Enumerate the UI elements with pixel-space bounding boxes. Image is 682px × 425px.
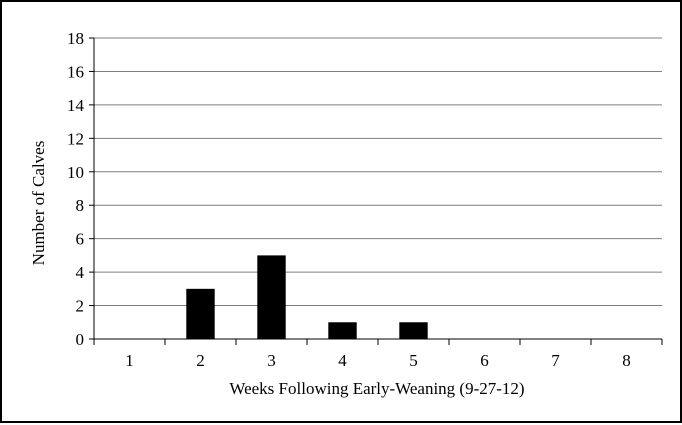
y-axis-label: Number of Calves	[29, 141, 48, 266]
axes	[89, 37, 663, 345]
bar-2	[186, 288, 215, 339]
y-tick-label-0: 0	[76, 330, 85, 349]
gridlines	[94, 37, 662, 307]
x-tick-label-2: 2	[196, 351, 205, 370]
bar-5	[399, 322, 428, 339]
y-tick-label-2: 2	[76, 297, 85, 316]
x-tick-label-6: 6	[480, 351, 489, 370]
x-tick-label-5: 5	[409, 351, 418, 370]
bar-4	[328, 322, 357, 339]
bars	[186, 255, 428, 339]
y-tick-label-6: 6	[76, 230, 85, 249]
x-tick-labels: 1 2 3 4 5 6 7 8	[125, 351, 631, 370]
y-tick-label-18: 18	[67, 29, 84, 48]
y-tick-label-14: 14	[67, 96, 85, 115]
y-tick-labels: 0 2 4 6 8 10 12 14 16 18	[67, 29, 85, 349]
y-tick-label-10: 10	[67, 163, 84, 182]
bar-3	[257, 255, 286, 339]
x-tick-label-1: 1	[125, 351, 134, 370]
x-tick-label-7: 7	[551, 351, 560, 370]
y-tick-label-16: 16	[67, 62, 84, 81]
x-tick-label-3: 3	[267, 351, 276, 370]
y-tick-label-8: 8	[76, 196, 85, 215]
y-tick-label-4: 4	[76, 263, 85, 282]
x-axis-label: Weeks Following Early-Weaning (9-27-12)	[229, 379, 524, 398]
x-tick-label-4: 4	[338, 351, 347, 370]
y-tick-label-12: 12	[67, 129, 84, 148]
x-tick-label-8: 8	[622, 351, 631, 370]
